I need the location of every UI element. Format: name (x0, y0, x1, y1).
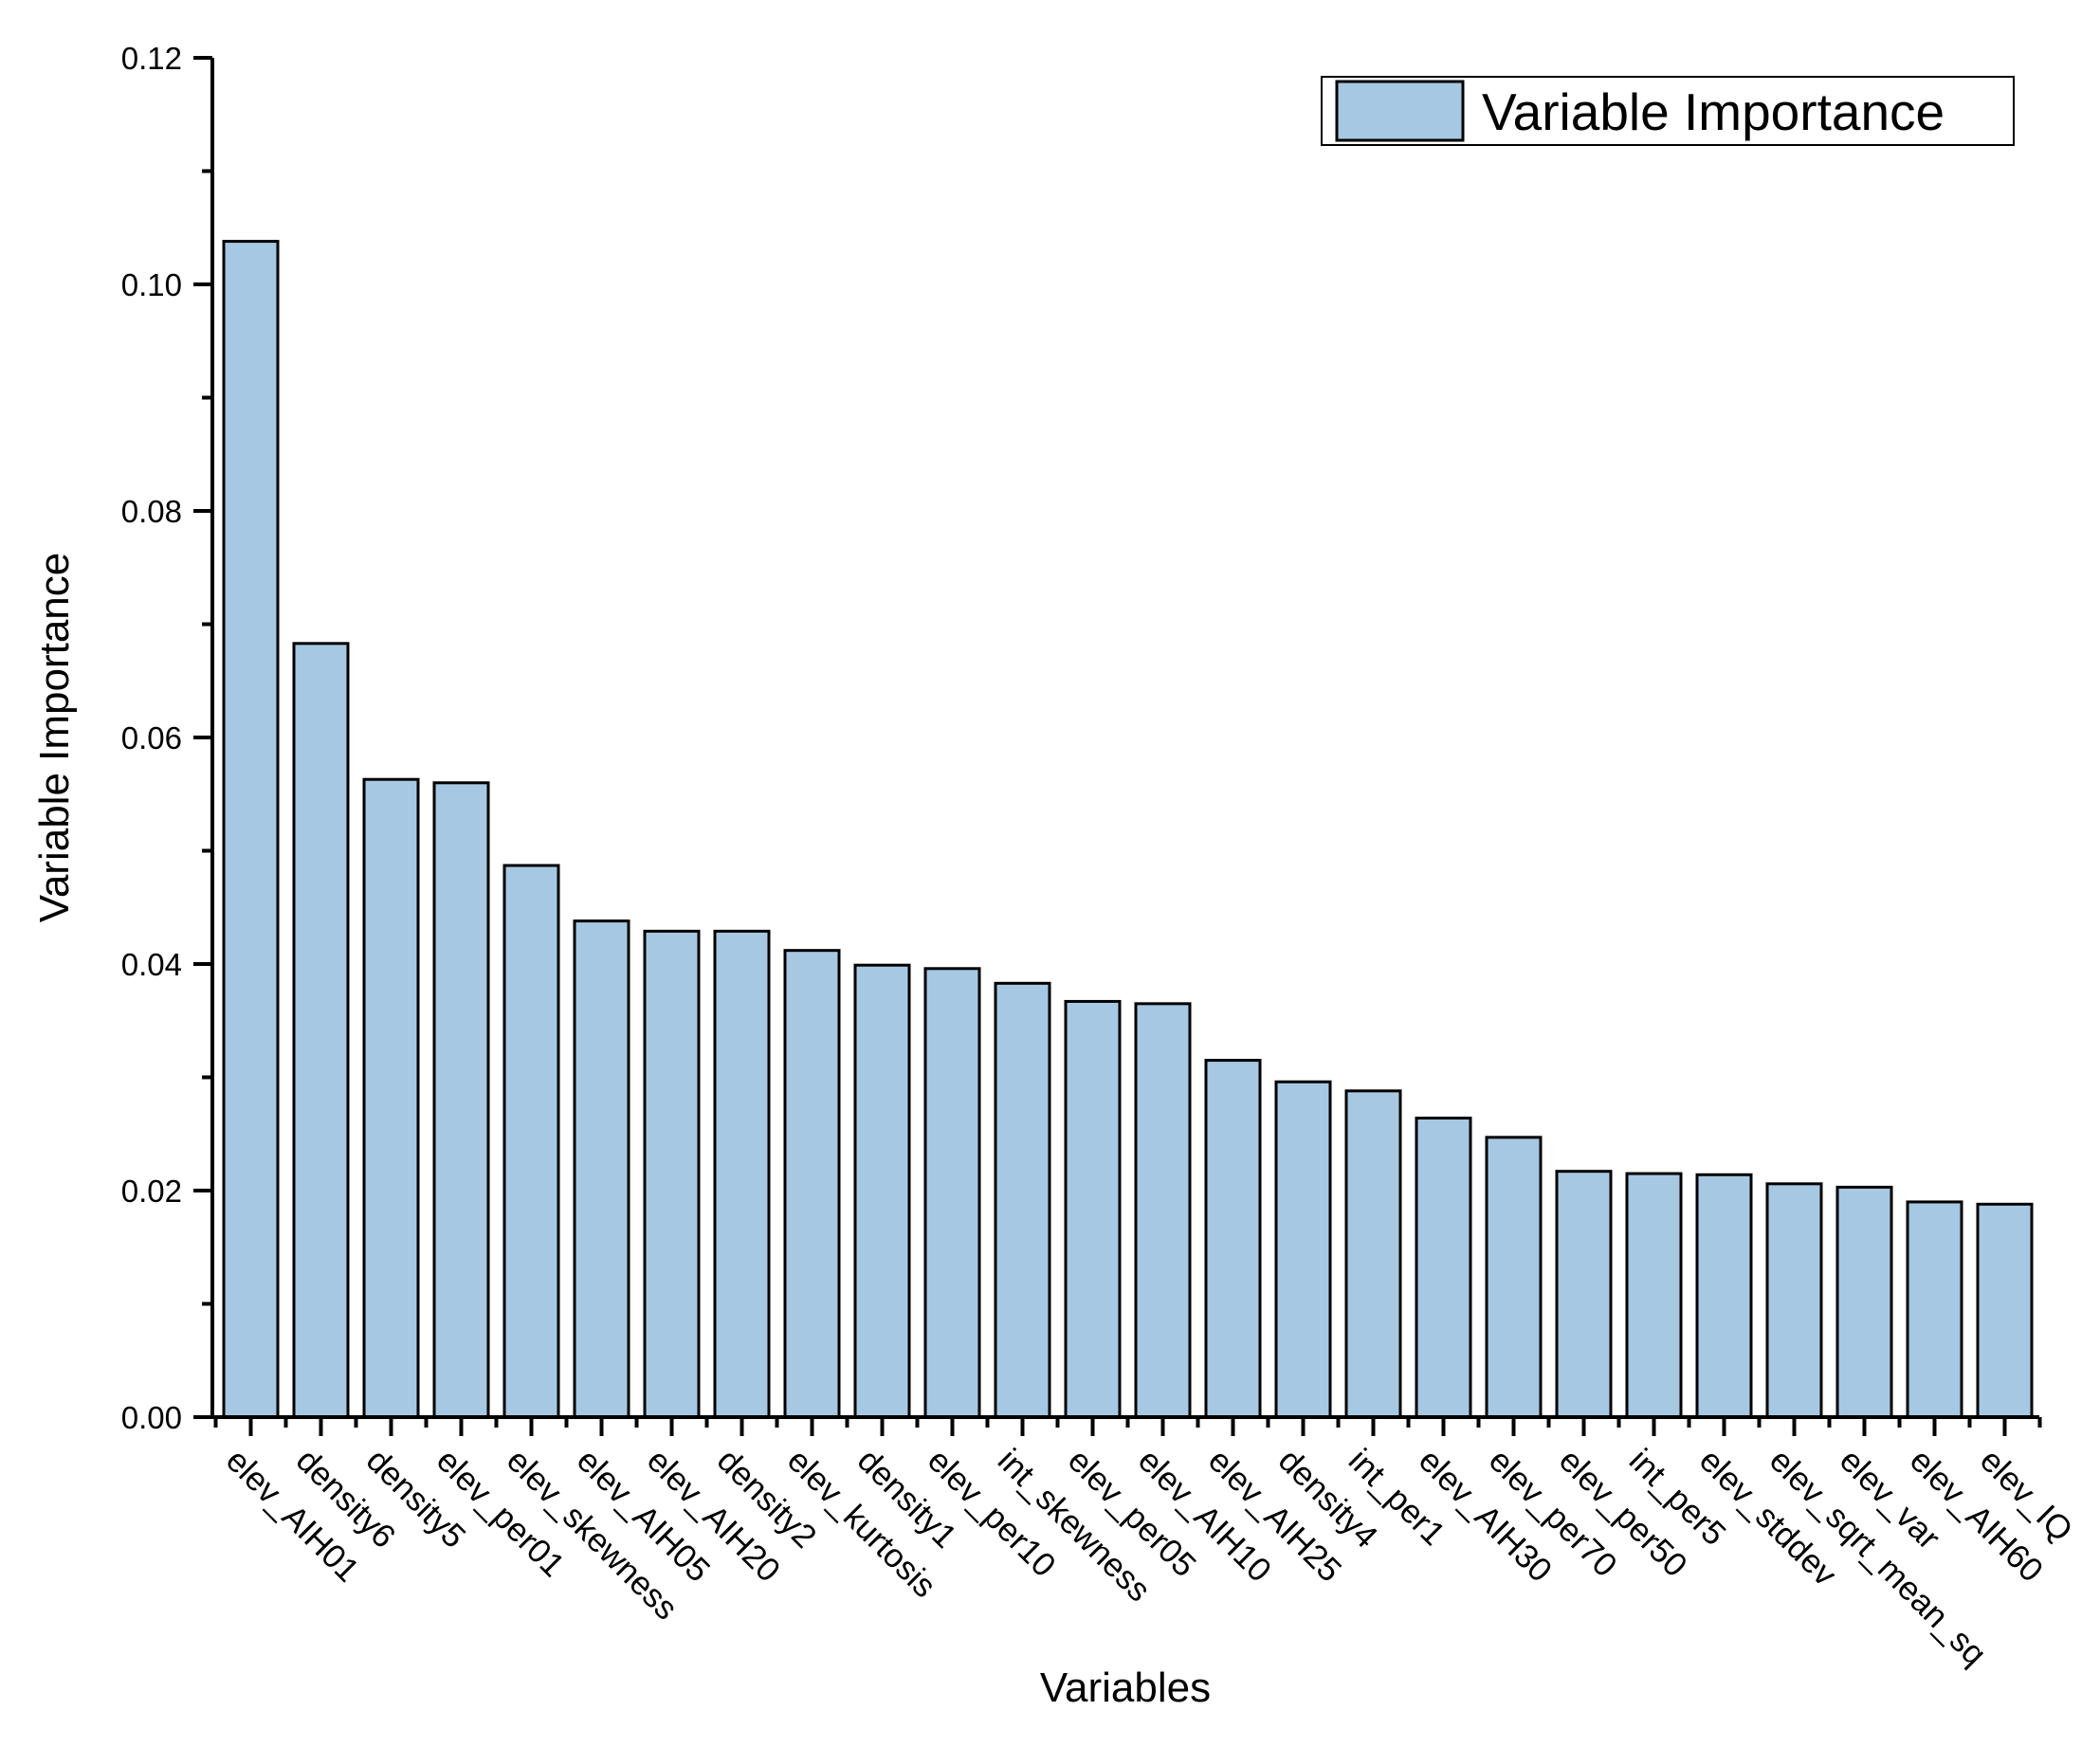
bar-elev_per10 (923, 967, 981, 1419)
bar-int_per1 (1344, 1089, 1402, 1419)
legend-swatch (1335, 80, 1465, 142)
bar-density4 (1274, 1080, 1332, 1419)
bar-elev_AIH10 (1134, 1002, 1192, 1419)
bar-elev_IQ (1976, 1202, 2034, 1419)
bar-elev_kurtosis (783, 949, 841, 1419)
bar-elev_AIH60 (1906, 1200, 1963, 1419)
y-tick-label: 0.02 (121, 1174, 182, 1209)
bar-int_skewness (994, 981, 1051, 1419)
bar-elev_per05 (1064, 999, 1122, 1419)
bar-density5 (362, 777, 420, 1419)
bar-elev_skewness (502, 864, 560, 1419)
y-tick-label: 0.06 (121, 720, 182, 755)
bar-elev_AIH20 (643, 929, 701, 1419)
y-axis-title: Variable Importance (31, 553, 78, 923)
bar-elev_per50 (1555, 1170, 1613, 1419)
legend: Variable Importance (1321, 76, 2015, 146)
bar-elev_per01 (432, 781, 490, 1419)
bar-elev_AIH25 (1204, 1059, 1262, 1419)
bar-elev_AIH01 (222, 240, 280, 1419)
legend-label: Variable Importance (1482, 82, 1945, 141)
bar-elev_per70 (1485, 1136, 1543, 1419)
bar-density6 (292, 642, 350, 1419)
bar-elev_AIH05 (573, 919, 630, 1419)
y-tick-label: 0.04 (121, 947, 182, 982)
x-axis-title: Variables (1040, 1665, 1211, 1711)
bar-elev_AIH30 (1415, 1117, 1472, 1419)
bar-elev_sqrt_mean_sq (1765, 1182, 1823, 1419)
y-tick-label: 0.10 (121, 267, 182, 302)
bars (222, 240, 2034, 1419)
y-tick-label: 0.00 (121, 1400, 182, 1435)
bar-elev_stddev (1695, 1173, 1753, 1419)
bar-density1 (853, 963, 911, 1419)
y-tick-label: 0.08 (121, 494, 182, 529)
bar-density2 (713, 929, 771, 1419)
bar-elev_var (1835, 1185, 1893, 1419)
y-tick-label: 0.12 (121, 41, 182, 76)
bar-int_per5 (1625, 1172, 1683, 1419)
